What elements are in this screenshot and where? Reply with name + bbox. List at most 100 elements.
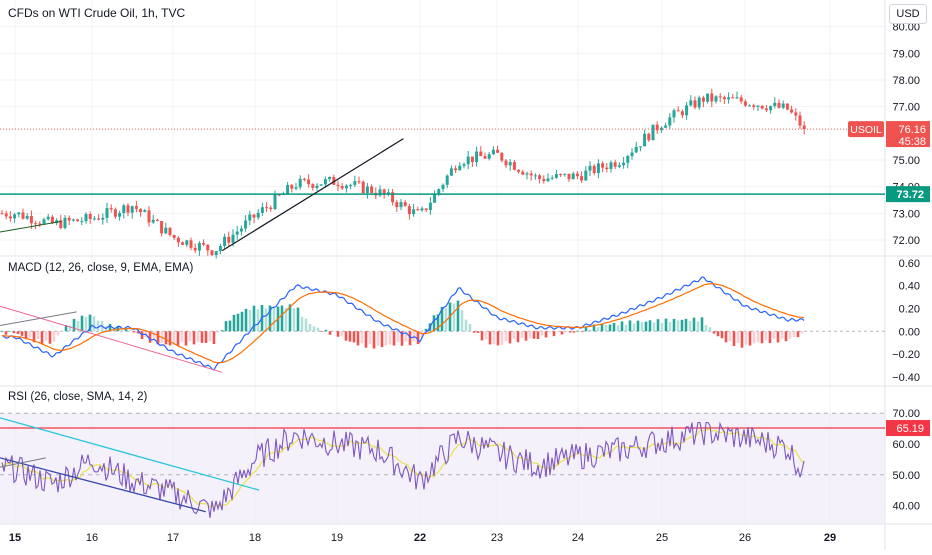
candle-body[interactable] [80, 221, 84, 223]
candle-body[interactable] [424, 208, 428, 211]
candle-body[interactable] [638, 146, 642, 148]
candle-body[interactable] [63, 217, 67, 229]
candle-body[interactable] [412, 209, 416, 215]
candle-body[interactable] [336, 184, 340, 187]
macd-signal-line[interactable] [1, 282, 805, 364]
candle-body[interactable] [773, 102, 777, 107]
candle-body[interactable] [168, 227, 172, 236]
candle-body[interactable] [244, 220, 248, 229]
candle-body[interactable] [260, 207, 264, 213]
candle-body[interactable] [685, 105, 689, 116]
candle-body[interactable] [659, 127, 663, 131]
candle-body[interactable] [118, 212, 122, 217]
candle-body[interactable] [344, 185, 348, 189]
candle-body[interactable] [0, 213, 4, 215]
candle-body[interactable] [479, 151, 483, 157]
candle-body[interactable] [92, 218, 96, 220]
candle-body[interactable] [328, 177, 332, 180]
candle-body[interactable] [143, 210, 147, 213]
candle-body[interactable] [416, 209, 420, 211]
candle-body[interactable] [214, 251, 218, 256]
candle-body[interactable] [151, 219, 155, 223]
candle-body[interactable] [727, 97, 731, 100]
candle-body[interactable] [785, 103, 789, 110]
candle-body[interactable] [17, 212, 21, 215]
candle-body[interactable] [323, 179, 327, 185]
candle-body[interactable] [76, 219, 80, 222]
rsi-trendline-up[interactable] [0, 457, 206, 513]
candle-body[interactable] [664, 125, 668, 128]
candle-body[interactable] [290, 185, 294, 189]
candle-body[interactable] [382, 189, 386, 195]
candle-body[interactable] [357, 181, 361, 183]
candle-body[interactable] [445, 175, 449, 185]
candle-body[interactable] [592, 165, 596, 174]
candle-body[interactable] [122, 205, 126, 213]
candle-body[interactable] [722, 97, 726, 100]
candle-body[interactable] [307, 179, 311, 185]
candle-body[interactable] [496, 149, 500, 153]
candle-body[interactable] [185, 240, 189, 245]
candle-body[interactable] [403, 202, 407, 207]
candle-body[interactable] [525, 173, 529, 175]
candle-body[interactable] [365, 186, 369, 194]
candle-body[interactable] [273, 194, 277, 210]
candle-body[interactable] [563, 173, 567, 175]
candle-body[interactable] [706, 93, 710, 102]
candle-body[interactable] [407, 206, 411, 215]
candle-body[interactable] [500, 152, 504, 161]
candle-body[interactable] [286, 185, 290, 194]
candle-body[interactable] [231, 234, 235, 243]
candle-body[interactable] [777, 102, 781, 108]
candle-body[interactable] [731, 97, 735, 99]
candle-body[interactable] [227, 236, 231, 243]
candle-body[interactable] [630, 152, 634, 157]
price-trendline-short[interactable] [0, 220, 62, 233]
candle-body[interactable] [714, 96, 718, 102]
candle-body[interactable] [538, 175, 542, 179]
candle-body[interactable] [218, 245, 222, 252]
candle-body[interactable] [580, 176, 584, 181]
candle-body[interactable] [554, 174, 558, 178]
candle-body[interactable] [739, 97, 743, 102]
candle-body[interactable] [542, 178, 546, 182]
candle-body[interactable] [533, 175, 537, 177]
candle-body[interactable] [160, 221, 164, 234]
candle-body[interactable] [340, 186, 344, 189]
price-candles[interactable] [0, 88, 885, 259]
candle-body[interactable] [109, 208, 113, 210]
candle-body[interactable] [202, 243, 206, 245]
candle-body[interactable] [391, 192, 395, 203]
rsi-trendline-short[interactable] [0, 457, 46, 468]
candle-body[interactable] [433, 193, 437, 203]
candle-body[interactable] [210, 250, 214, 256]
candle-body[interactable] [735, 97, 739, 99]
candle-body[interactable] [88, 214, 92, 219]
candle-body[interactable] [302, 178, 306, 180]
candle-body[interactable] [546, 178, 550, 182]
candle-body[interactable] [697, 97, 701, 108]
candle-body[interactable] [315, 185, 319, 188]
candle-body[interactable] [529, 173, 533, 176]
candle-body[interactable] [155, 219, 159, 222]
candle-body[interactable] [420, 208, 424, 211]
candle-body[interactable] [571, 173, 575, 180]
candle-body[interactable] [378, 189, 382, 196]
candle-body[interactable] [689, 100, 693, 106]
candle-body[interactable] [748, 105, 752, 107]
candle-body[interactable] [134, 206, 138, 209]
candle-body[interactable] [584, 170, 588, 181]
candle-body[interactable] [248, 214, 252, 221]
trendline-drawings[interactable] [0, 138, 404, 513]
candle-body[interactable] [655, 124, 659, 131]
candle-body[interactable] [626, 156, 630, 163]
candle-body[interactable] [176, 237, 180, 243]
candle-body[interactable] [67, 217, 71, 221]
candle-body[interactable] [193, 247, 197, 251]
candle-body[interactable] [454, 168, 458, 171]
candle-body[interactable] [164, 227, 168, 234]
candle-body[interactable] [743, 101, 747, 106]
candle-body[interactable] [13, 214, 17, 219]
candle-body[interactable] [676, 110, 680, 112]
candle-body[interactable] [764, 108, 768, 111]
